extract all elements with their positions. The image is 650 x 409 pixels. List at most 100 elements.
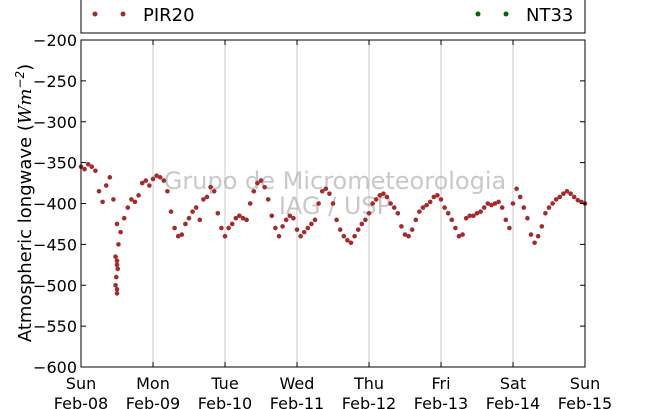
data-point xyxy=(449,217,455,223)
data-point xyxy=(467,213,473,219)
data-point xyxy=(197,217,203,223)
data-point xyxy=(150,176,156,182)
data-point xyxy=(445,211,451,216)
data-point xyxy=(402,232,408,237)
data-point xyxy=(229,221,235,227)
data-point xyxy=(316,201,321,206)
data-point xyxy=(561,191,566,196)
x-tick-label-day: Tue xyxy=(210,374,238,393)
data-point xyxy=(517,194,523,200)
data-point xyxy=(499,205,505,210)
x-tick-label-date: Feb-14 xyxy=(486,394,540,409)
data-point xyxy=(283,217,289,223)
data-point xyxy=(269,213,275,219)
data-point xyxy=(348,240,354,246)
data-point xyxy=(514,186,519,192)
data-point xyxy=(550,201,555,206)
data-point xyxy=(564,188,570,194)
data-point xyxy=(489,202,494,208)
y-axis-label: Atmospheric longwave (Wm−2) xyxy=(13,64,36,342)
x-tick-label-date: Feb-13 xyxy=(414,394,468,409)
data-point xyxy=(359,221,365,227)
data-point xyxy=(111,197,116,202)
data-point xyxy=(113,282,118,288)
data-point xyxy=(507,225,512,231)
data-point xyxy=(276,233,282,239)
data-point xyxy=(114,221,120,227)
data-point xyxy=(370,201,375,206)
data-point xyxy=(226,225,231,231)
data-point xyxy=(100,199,105,205)
data-point xyxy=(345,237,350,243)
data-point xyxy=(93,168,98,174)
data-point xyxy=(377,193,383,198)
data-point xyxy=(319,188,325,194)
y-tick-label: −300 xyxy=(33,113,77,132)
data-point xyxy=(222,233,228,239)
data-point xyxy=(435,193,440,198)
data-point xyxy=(113,274,119,280)
data-point xyxy=(521,205,527,210)
y-tick-label: −400 xyxy=(33,195,77,214)
data-point xyxy=(366,211,372,216)
watermark-line-2: IAG / USP xyxy=(279,192,391,220)
data-point xyxy=(363,217,368,223)
x-tick-label-date: Feb-08 xyxy=(54,394,108,409)
x-tick-label-date: Feb-10 xyxy=(198,394,252,409)
data-point xyxy=(453,225,458,231)
data-point xyxy=(114,262,120,268)
data-point xyxy=(409,227,415,232)
data-point xyxy=(258,178,264,183)
data-point xyxy=(388,201,393,206)
data-point xyxy=(478,209,483,214)
data-point xyxy=(323,186,329,192)
data-point xyxy=(96,188,102,194)
data-point xyxy=(334,217,339,223)
legend-marker-nt33-a xyxy=(475,11,481,17)
data-point xyxy=(208,184,213,190)
data-point xyxy=(431,194,437,200)
data-point xyxy=(85,161,91,167)
x-tick-label-date: Feb-15 xyxy=(558,394,612,409)
data-point xyxy=(247,201,253,206)
data-point xyxy=(553,197,559,202)
data-point xyxy=(301,229,307,235)
data-point xyxy=(237,213,242,219)
data-point xyxy=(136,193,141,198)
watermark-line-1: Grupo de Micrometeorologia xyxy=(164,167,506,195)
y-tick-label: −550 xyxy=(33,317,77,336)
data-point xyxy=(89,164,95,170)
data-point xyxy=(125,205,131,210)
data-point xyxy=(143,178,149,183)
data-point xyxy=(309,221,314,227)
data-point xyxy=(420,205,426,210)
data-point xyxy=(535,233,541,239)
data-point xyxy=(172,225,177,231)
data-point xyxy=(471,213,476,219)
data-point xyxy=(456,233,462,239)
series-points xyxy=(78,161,588,296)
legend-marker-pir20-b xyxy=(120,11,126,17)
data-point xyxy=(82,166,87,172)
legend-box xyxy=(80,0,586,34)
y-axis: −200 −250 −300 −350 −400 −450 −500 −550 −600 xyxy=(33,31,585,377)
data-point xyxy=(165,188,170,194)
data-point xyxy=(204,194,210,200)
data-point xyxy=(406,233,411,239)
data-point xyxy=(312,217,318,223)
data-point xyxy=(255,180,260,186)
y-tick-label: −350 xyxy=(33,154,77,173)
legend-marker-pir20-a xyxy=(92,11,98,17)
data-point xyxy=(132,199,138,205)
data-point xyxy=(114,287,120,292)
y-axis-label-close: ) xyxy=(15,64,36,71)
data-point xyxy=(474,211,480,216)
data-point xyxy=(485,201,491,206)
data-point xyxy=(528,232,534,237)
data-point xyxy=(240,215,246,221)
data-point xyxy=(568,191,573,196)
data-point xyxy=(442,205,447,210)
x-axis: SunFeb-08MonFeb-09TueFeb-10WedFeb-11ThuF… xyxy=(54,40,612,409)
data-point xyxy=(168,209,174,214)
